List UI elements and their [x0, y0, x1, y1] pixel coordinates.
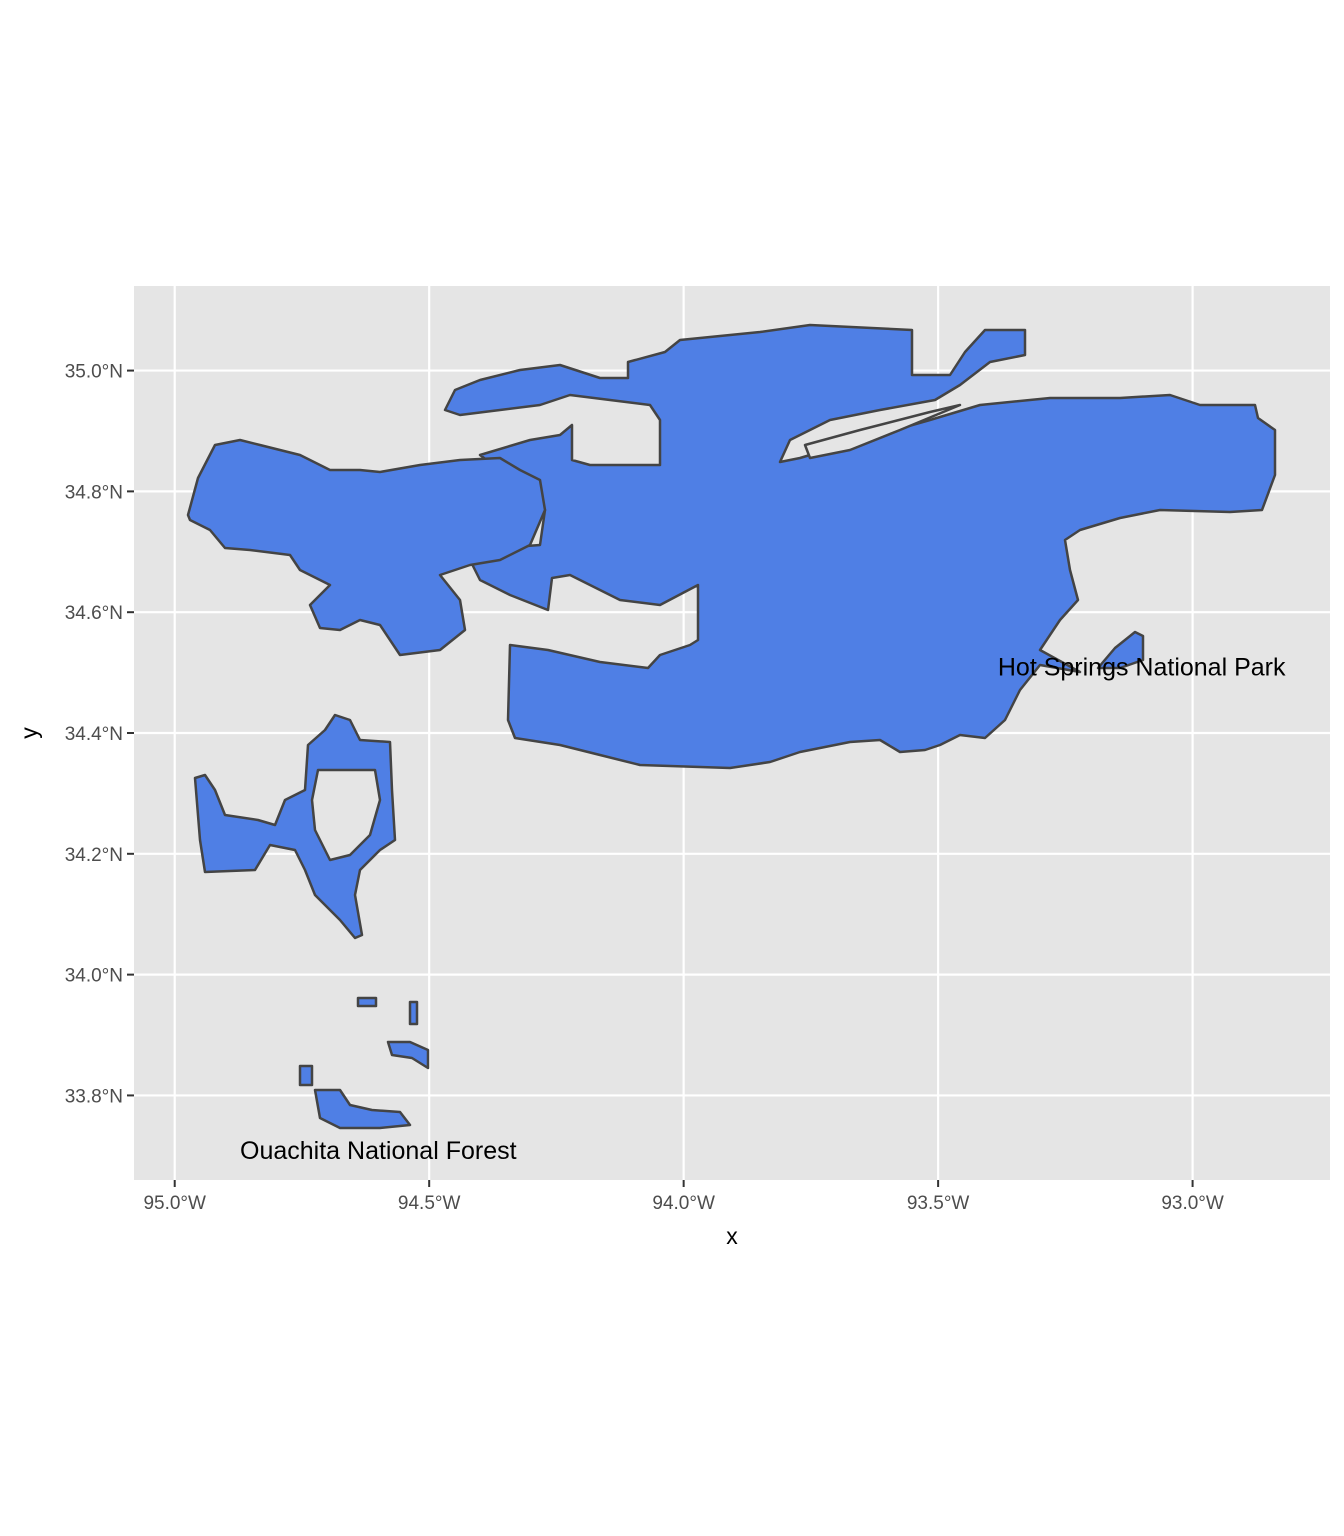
polygon-southwest-hole	[310, 768, 382, 862]
x-tick-label: 94.5°W	[398, 1193, 461, 1214]
x-tick-label: 95.0°W	[143, 1193, 206, 1214]
y-tick-label: 34.4°N	[65, 724, 123, 745]
y-tick-label: 35.0°N	[65, 362, 123, 383]
y-axis-title: y	[16, 727, 42, 739]
y-tick-label: 33.8°N	[65, 1086, 123, 1107]
x-axis-ticks: 95.0°W 94.5°W 94.0°W 93.5°W 93.0°W	[143, 1180, 1224, 1214]
place-label: Ouachita National Forest	[240, 1137, 517, 1165]
x-tick-label: 93.5°W	[907, 1193, 970, 1214]
place-labels: Hot Springs National Park Ouachita Nation…	[240, 654, 1286, 1165]
y-tick-label: 34.2°N	[65, 845, 123, 866]
polygon-south-fragment-c	[298, 1064, 314, 1087]
polygon-east-islet	[1096, 630, 1145, 670]
polygon-south-fragment-b	[386, 1040, 430, 1070]
polygon-south-fragment-d	[356, 996, 378, 1008]
place-label: Hot Springs National Park	[998, 654, 1286, 682]
y-tick-label: 34.0°N	[65, 966, 123, 987]
x-tick-label: 93.0°W	[1161, 1193, 1224, 1214]
polygon-east-hole	[803, 403, 962, 460]
y-tick-label: 34.6°N	[65, 603, 123, 624]
x-tick-label: 94.0°W	[652, 1193, 715, 1214]
y-axis-ticks: 35.0°N 34.8°N 34.6°N 34.4°N 34.2°N 34.0°N 33.8…	[65, 362, 134, 1107]
y-tick-label: 34.8°N	[65, 482, 123, 503]
forest-polygons	[186, 323, 1277, 1130]
polygon-west-lobe	[186, 438, 547, 657]
polygon-south-fragment-e	[408, 1000, 419, 1026]
x-axis-title: x	[726, 1223, 738, 1249]
polygon-south-fragment-a	[313, 1088, 412, 1130]
